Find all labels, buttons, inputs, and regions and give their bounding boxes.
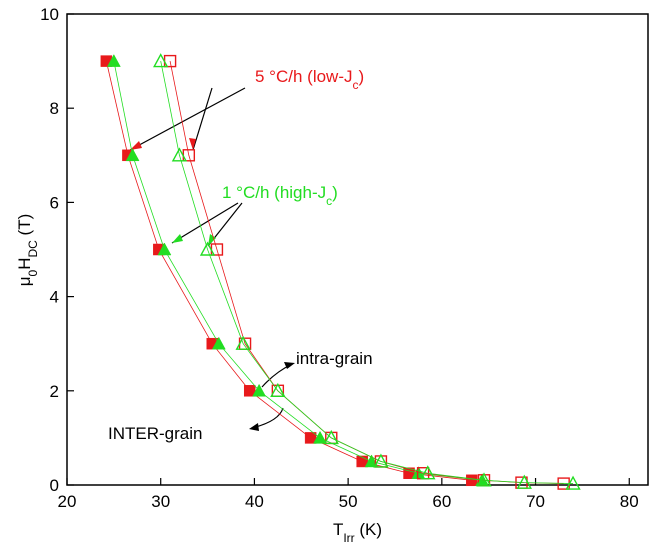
point	[403, 467, 415, 479]
y-tick-label: 0	[50, 476, 59, 495]
point	[157, 242, 172, 256]
arrow-head	[189, 138, 196, 150]
point	[252, 383, 267, 397]
y-tick-label: 2	[50, 382, 59, 401]
annotation: 5 °C/h (low-Jc)	[255, 67, 364, 92]
arrow-heads	[130, 138, 295, 431]
point	[235, 335, 251, 350]
y-tick-label: 8	[50, 99, 59, 118]
point	[211, 336, 226, 350]
point	[304, 432, 317, 444]
x-tick-label: 80	[620, 492, 639, 511]
point	[313, 430, 327, 444]
x-tick-label: 50	[339, 492, 358, 511]
x-tick-label: 40	[245, 492, 264, 511]
annotation-part: c	[326, 194, 332, 208]
annotation-part: 5 °C/h (low-J	[255, 67, 352, 86]
x-tick-label: 70	[526, 492, 545, 511]
annotation: intra-grain	[296, 349, 373, 368]
y-axis-label-part: μ	[15, 276, 34, 286]
point	[356, 455, 368, 468]
annotation: INTER-grain	[108, 424, 202, 443]
annotation: 1 °C/h (high-Jc)	[222, 183, 338, 208]
annotation-part: )	[332, 183, 338, 202]
point	[466, 474, 478, 487]
point	[323, 429, 339, 445]
point	[476, 472, 492, 487]
annotation-part: 1 °C/h (high-J	[222, 183, 326, 202]
annotation-part: intra-grain	[296, 349, 373, 368]
fit-line	[169, 61, 564, 484]
arrow	[129, 87, 246, 151]
arrow-head	[284, 362, 295, 369]
y-axis-label-part: (T)	[15, 214, 34, 240]
annotation-part: )	[358, 67, 364, 86]
point	[153, 53, 169, 68]
point	[565, 475, 581, 490]
fit-line	[105, 61, 472, 481]
fit-line	[113, 61, 483, 481]
point	[199, 241, 216, 256]
annotation-part: INTER-grain	[108, 424, 202, 443]
point	[125, 148, 140, 162]
y-tick-label: 6	[50, 193, 59, 212]
point	[171, 147, 188, 162]
point	[420, 465, 436, 480]
x-tick-label: 60	[432, 492, 451, 511]
arrow-head	[249, 423, 259, 431]
x-tick-label: 30	[151, 492, 170, 511]
y-axis-label: μ0HDC (T)	[15, 214, 40, 287]
x-axis-label-part: Irr	[343, 531, 354, 543]
arrow-head	[130, 141, 142, 150]
point	[106, 54, 121, 67]
arrow	[171, 202, 239, 244]
annotation-part: c	[352, 78, 358, 92]
point	[243, 385, 256, 397]
point	[373, 453, 389, 468]
arrow-head	[208, 234, 216, 246]
point	[270, 382, 286, 397]
point	[516, 474, 532, 489]
x-axis-label-part: T	[333, 520, 343, 539]
y-axis-label-part: 0	[26, 269, 40, 276]
x-axis-label: TIrr (K)	[333, 520, 382, 543]
x-axis-label-part: (K)	[355, 520, 382, 539]
plot-frame	[66, 13, 649, 486]
y-tick-label: 4	[50, 288, 59, 307]
y-tick-label: 10	[40, 5, 59, 24]
fit-line	[160, 61, 574, 484]
arrow	[192, 87, 213, 151]
x-tick-label: 20	[58, 492, 77, 511]
y-axis-label-part: H	[15, 258, 34, 270]
y-axis-label-part: DC	[26, 240, 40, 258]
arrow-head	[172, 234, 183, 243]
